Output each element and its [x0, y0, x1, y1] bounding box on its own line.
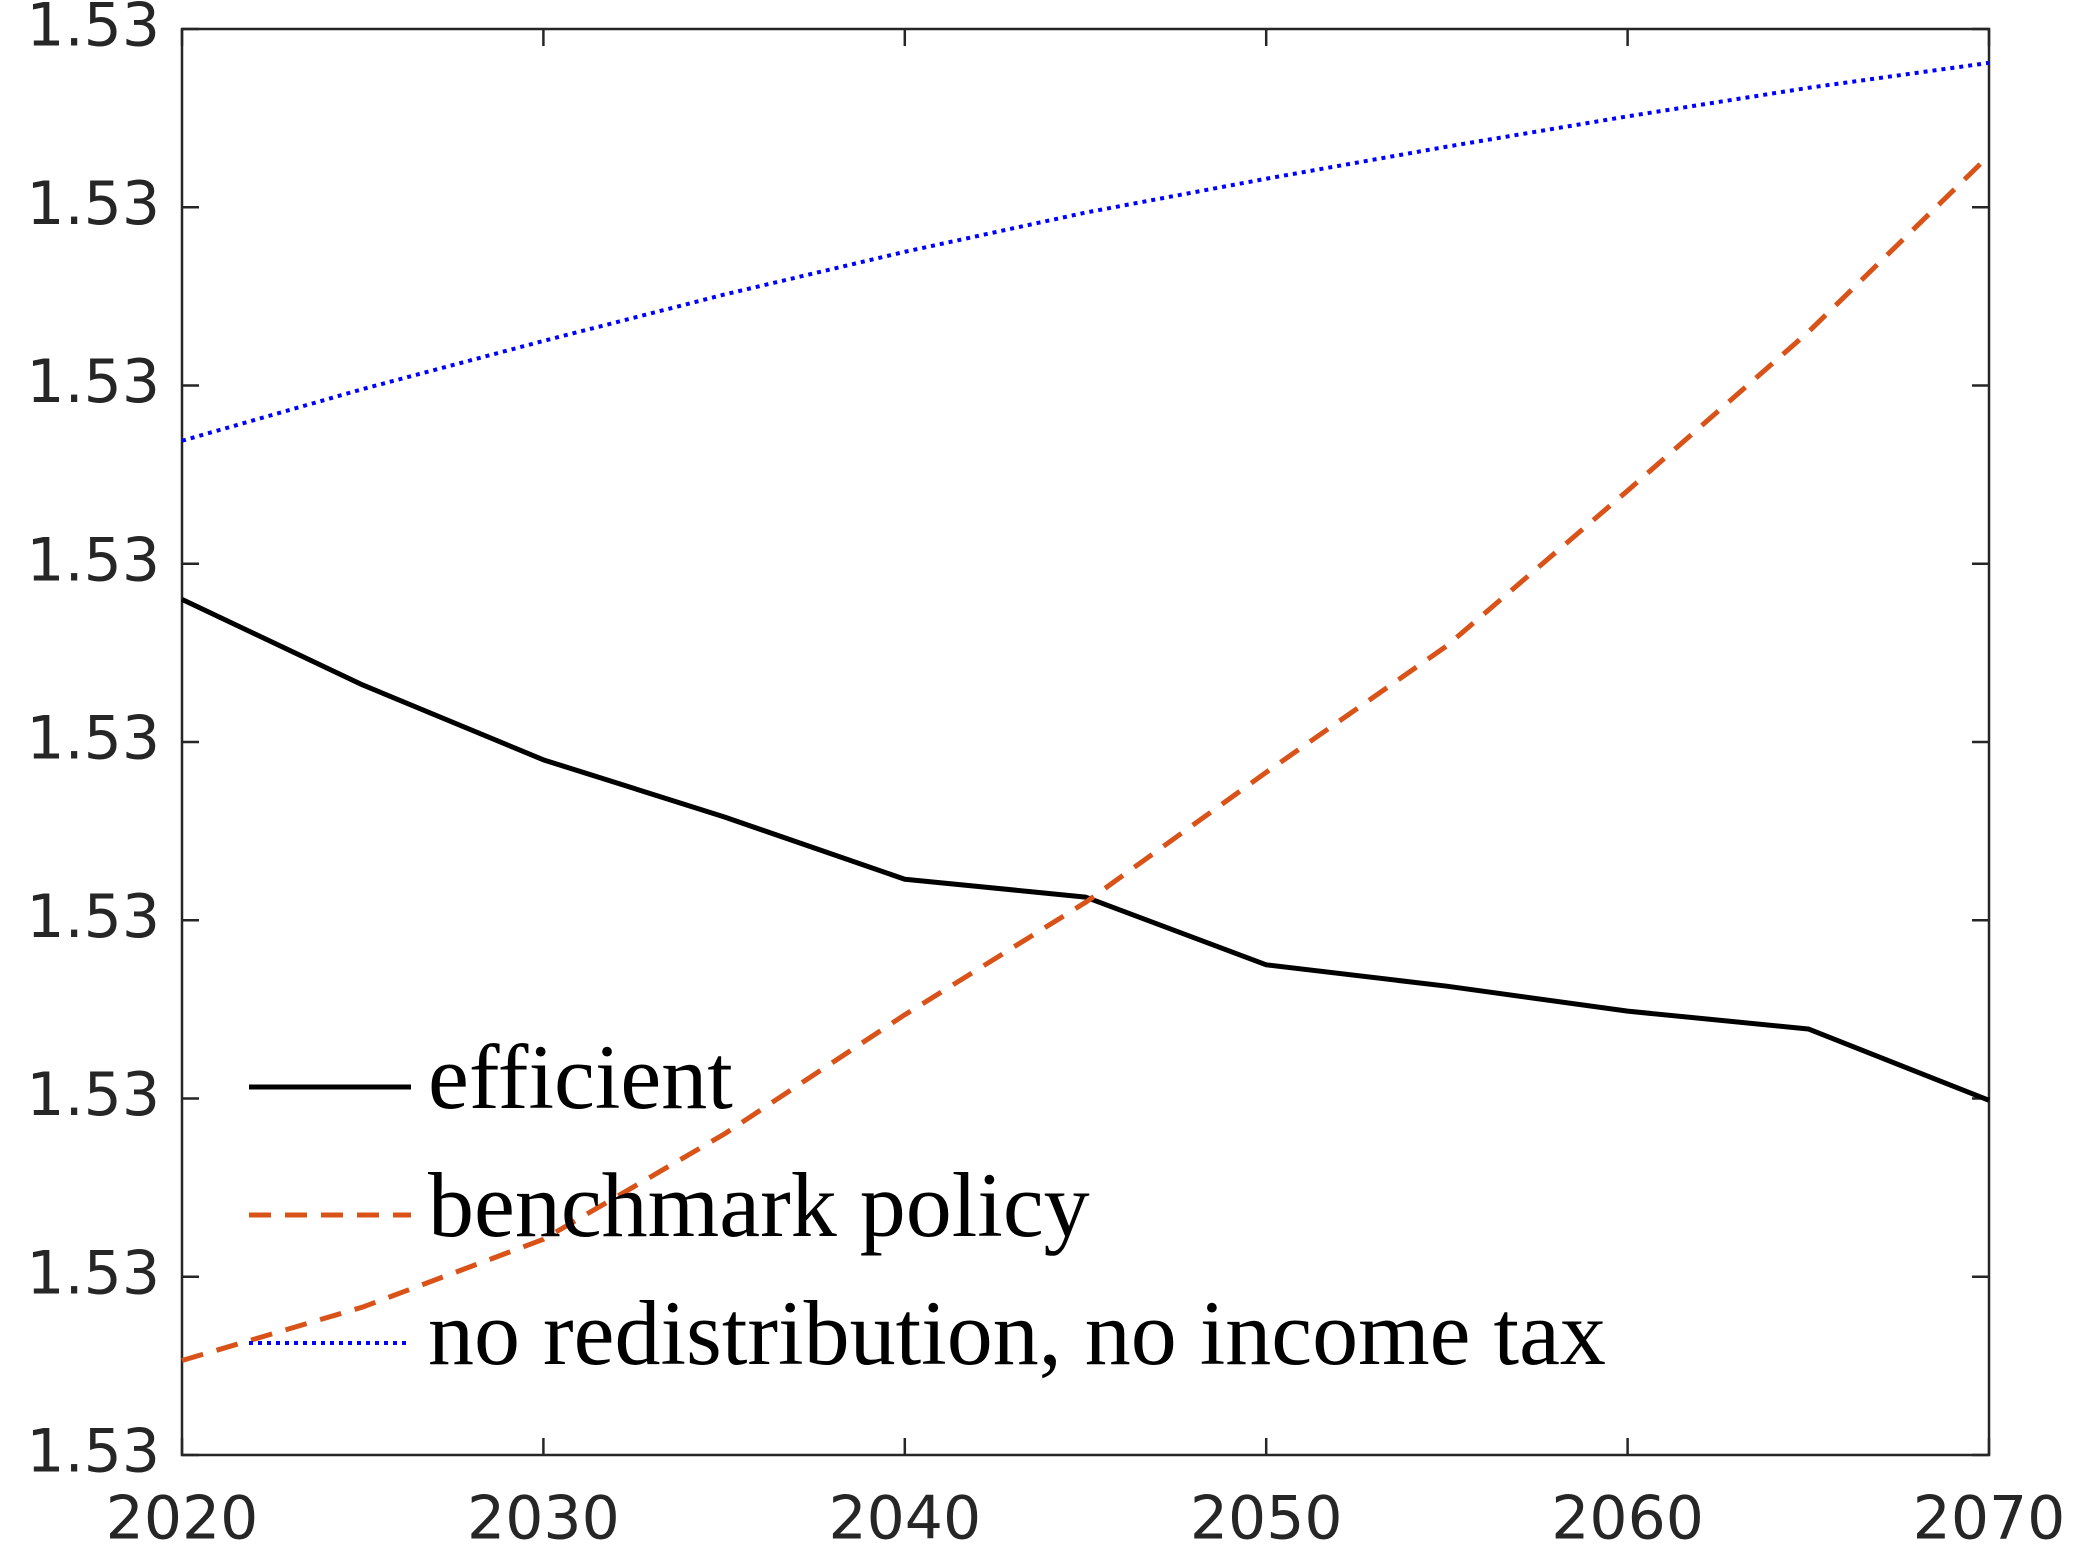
series-line: [180, 597, 1990, 1103]
x-tick-label: 2020: [106, 1484, 259, 1553]
y-tick-label: 1.53: [26, 882, 160, 952]
plot-frame: [180, 27, 1991, 1457]
y-tick-label: 1.53: [26, 704, 160, 774]
y-tick-label: 1.53: [26, 1060, 160, 1130]
y-tick-label: 1.53: [26, 347, 160, 417]
y-tick-label: 1.53: [26, 1417, 160, 1487]
series-line: [181, 153, 1991, 1363]
legend-label: efficient: [428, 1026, 733, 1128]
y-tick-label: 1.53: [26, 169, 160, 239]
x-tick-label: 2060: [1551, 1484, 1704, 1553]
y-tick-label: 1.53: [26, 0, 160, 61]
x-tick-label: 2070: [1913, 1484, 2066, 1553]
legend-label: benchmark policy: [428, 1154, 1090, 1256]
y-tick-label: 1.53: [26, 525, 160, 595]
x-tick-label: 2040: [828, 1484, 981, 1553]
x-tick-label: 2050: [1190, 1484, 1343, 1553]
x-tick-label: 2030: [467, 1484, 620, 1553]
legend-label: no redistribution, no income tax: [428, 1282, 1606, 1384]
y-tick-label: 1.53: [26, 1238, 160, 1308]
